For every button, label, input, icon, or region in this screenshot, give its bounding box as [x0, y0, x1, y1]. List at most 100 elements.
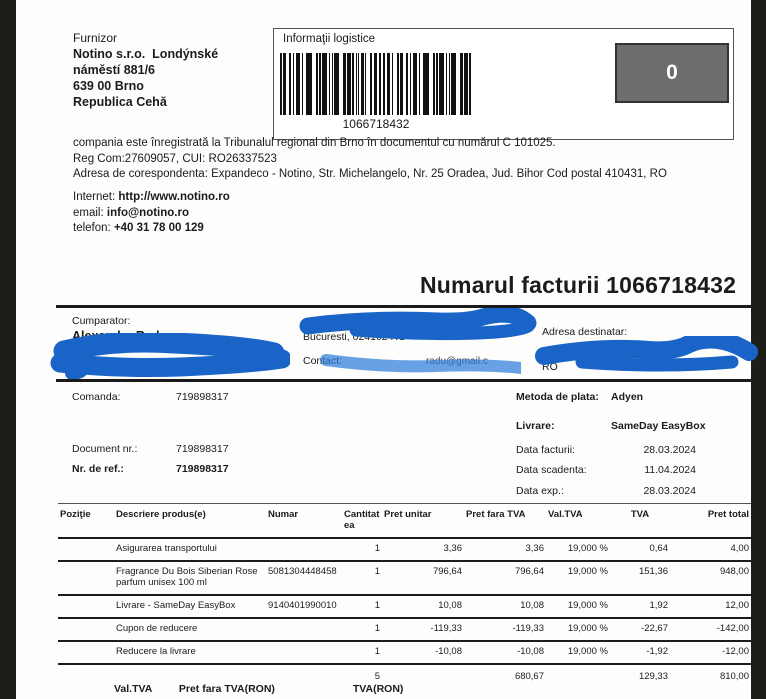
parcel-count-value: 0: [666, 61, 678, 84]
cell-cantitatea: 1: [342, 561, 382, 596]
cell-pozitie: [58, 538, 114, 562]
vat-summary-col2: Pret fara TVA(RON): [178, 683, 275, 695]
divider-line: [56, 379, 751, 382]
cell-descriere: Asigurarea transportului: [114, 538, 266, 562]
parcel-count-box: 0: [615, 43, 729, 103]
cell-descriere: Fragrance Du Bois Siberian Rose parfum u…: [114, 561, 266, 596]
cell-val-tva: 19,000 %: [546, 595, 610, 619]
cell-pozitie: [58, 561, 114, 596]
supplier-name: Notino s.r.o. Londýnské: [73, 47, 219, 61]
table-totals-row: 5 680,67 129,33 810,00: [58, 664, 751, 688]
invoice-date-value: 28.03.2024: [643, 444, 696, 456]
cell-cantitatea: 1: [342, 618, 382, 642]
divider-line: [56, 305, 751, 308]
cell-numar: [266, 641, 342, 665]
cell-pret-fara-tva: 796,64: [464, 561, 546, 596]
registration-line1: compania este înregistrată la Tribunalul…: [73, 137, 556, 149]
due-date-value: 11.04.2024: [644, 464, 696, 476]
supplier-street: náměstí 881/6: [73, 63, 155, 77]
internet-url: http://www.notino.ro: [118, 191, 230, 203]
supplier-country: Republica Cehă: [73, 95, 167, 109]
cell-numar: 9140401990010: [266, 595, 342, 619]
payment-method-value: Adyen: [611, 391, 644, 403]
cell-descriere: Reducere la livrare: [114, 641, 266, 665]
vat-summary-header: Val.TVA Pret fara TVA(RON) TVA(RON): [114, 683, 403, 695]
cell-tva: 0,64: [610, 538, 670, 562]
cell-pret-total: 948,00: [670, 561, 751, 596]
comanda-label: Comanda:: [72, 391, 121, 403]
cell-pret-total: -12,00: [670, 641, 751, 665]
cell-val-tva: 19,000 %: [546, 618, 610, 642]
supplier-city: 639 00 Brno: [73, 79, 144, 93]
dest-address-label: Adresa destinatar:: [542, 326, 628, 338]
registration-block: compania este înregistrată la Tribunalul…: [73, 136, 763, 183]
redaction-scribble-buyer-contact: [320, 354, 521, 374]
cell-pozitie: [58, 618, 114, 642]
col-header-cantitatea: Cantitatea: [342, 503, 382, 539]
vat-summary-col3: TVA(RON): [352, 683, 404, 695]
cell-tva: -1,92: [610, 641, 670, 665]
email-value: info@notino.ro: [106, 206, 189, 219]
cell-cantitatea: 1: [342, 538, 382, 562]
col-header-pret-total: Pret total: [670, 503, 751, 539]
internet-label: Internet:: [73, 191, 116, 203]
logistics-title: Informaţii logistice: [283, 33, 376, 45]
invoice-date-label: Data facturii:: [516, 444, 575, 456]
table-row: Livrare - SameDay EasyBox 9140401990010 …: [58, 595, 751, 619]
cell-cantitatea: 1: [342, 595, 382, 619]
ref-nr-value: 719898317: [176, 463, 229, 475]
cell-descriere: Cupon de reducere: [114, 618, 266, 642]
buyer-name: Alexandra Radu: [72, 329, 168, 343]
buyer-city-line: Bucuresti, 024102 RO: [303, 331, 407, 343]
buyer-address-fragment: O: [88, 356, 97, 368]
comanda-value: 719898317: [176, 391, 229, 403]
cell-pret-total: 4,00: [670, 538, 751, 562]
totals-qty: 5: [374, 671, 380, 682]
items-table: Poziţie Descriere produs(e) Numar Cantit…: [58, 503, 751, 688]
barcode-number: 1066718432: [342, 117, 410, 131]
cell-pret-total: 12,00: [670, 595, 751, 619]
table-row: Asigurarea transportului 1 3,36 3,36 19,…: [58, 538, 751, 562]
due-date-label: Data scadenta:: [516, 464, 587, 476]
cell-pret-total: -142,00: [670, 618, 751, 642]
table-row: Cupon de reducere 1 -119,33 -119,33 19,0…: [58, 618, 751, 642]
vat-summary-col1: Val.TVA: [114, 683, 152, 695]
registration-line3: Adresa de corespondenta: Expandeco - Not…: [73, 168, 667, 180]
table-row: Fragrance Du Bois Siberian Rose parfum u…: [58, 561, 751, 596]
col-header-val-tva: Val.TVA: [546, 503, 610, 539]
delivery-value: SameDay EasyBox: [611, 420, 706, 432]
invoice-page: Furnizor Notino s.r.o. Londýnské náměstí…: [16, 0, 758, 699]
cell-tva: 1,92: [610, 595, 670, 619]
cell-val-tva: 19,000 %: [546, 538, 610, 562]
cell-cantitatea: 1: [342, 641, 382, 665]
cell-pret-fara-tva: 10,08: [464, 595, 546, 619]
buyer-contact-label: Contact:: [303, 355, 343, 367]
col-header-descriere: Descriere produs(e): [114, 503, 266, 539]
cell-pozitie: [58, 595, 114, 619]
cell-val-tva: 19,000 %: [546, 641, 610, 665]
col-header-pret-unitar: Pret unitar: [382, 503, 464, 539]
phone-label: telefon:: [73, 222, 111, 234]
logistics-box: Informaţii logistice 1066718432 0: [273, 28, 734, 140]
cell-pret-fara-tva: 3,36: [464, 538, 546, 562]
table-header-row: Poziţie Descriere produs(e) Numar Cantit…: [58, 503, 751, 539]
cell-pret-unitar: -119,33: [382, 618, 464, 642]
phone-value: +40 31 78 00 129: [113, 222, 204, 234]
totals-vat: 129,33: [638, 671, 668, 682]
totals-net: 680,67: [514, 671, 544, 682]
cell-tva: 151,36: [610, 561, 670, 596]
cell-descriere: Livrare - SameDay EasyBox: [114, 595, 266, 619]
document-nr-value: 719898317: [176, 443, 229, 455]
cell-pret-fara-tva: -119,33: [464, 618, 546, 642]
col-header-pret-fara-tva: Pret fara TVA: [464, 503, 546, 539]
registration-line2: Reg Com:27609057, CUI: RO26337523: [73, 152, 277, 165]
ref-nr-label: Nr. de ref.:: [72, 463, 124, 475]
col-header-tva: TVA: [610, 503, 670, 539]
email-label: email:: [73, 206, 104, 219]
delivery-label: Livrare:: [516, 420, 555, 432]
buyer-label: Cumparator:: [72, 315, 131, 327]
cell-pozitie: [58, 641, 114, 665]
document-nr-label: Document nr.:: [72, 443, 138, 455]
table-row: Reducere la livrare 1 -10,08 -10,08 19,0…: [58, 641, 751, 665]
